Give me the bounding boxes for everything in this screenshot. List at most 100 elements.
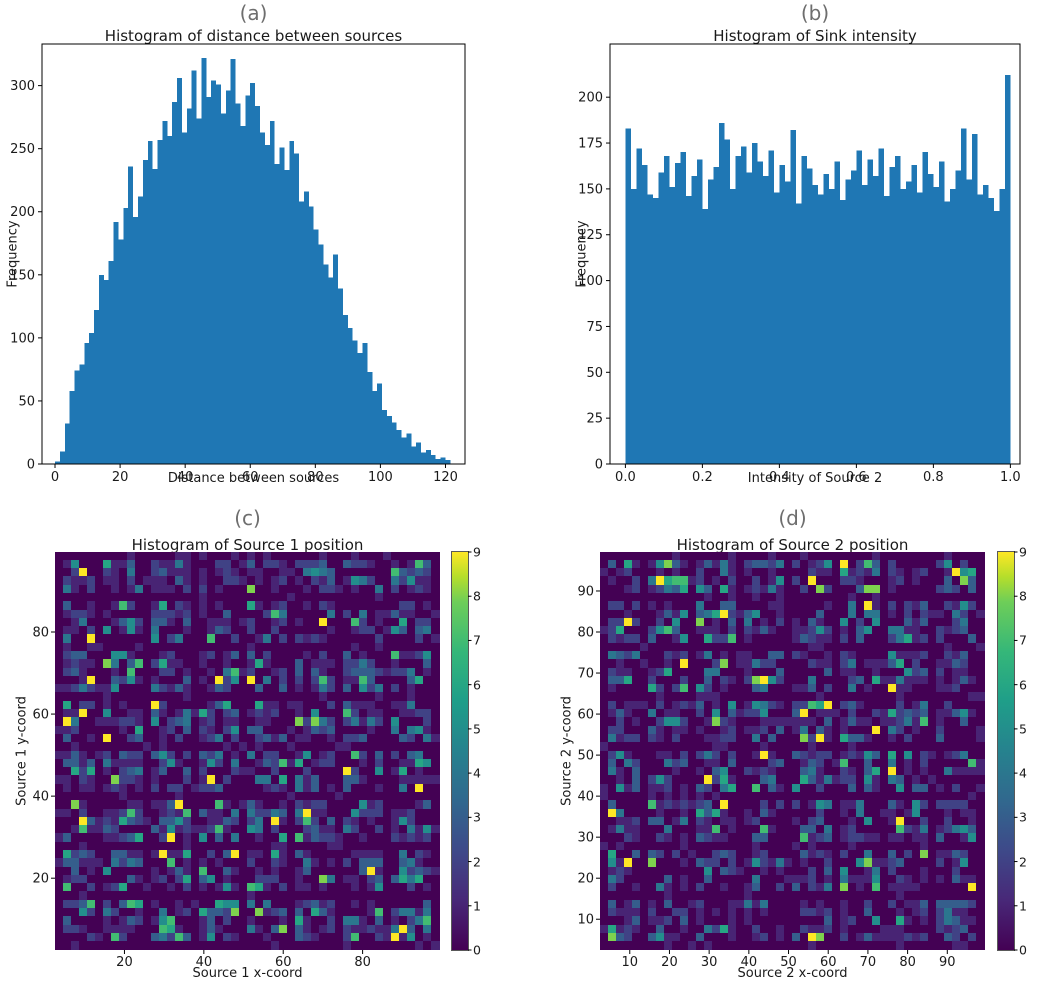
histogram-bar <box>196 118 202 464</box>
histogram-bar <box>845 179 851 464</box>
plot-frame <box>41 43 466 465</box>
histogram-bar <box>691 176 697 464</box>
histogram-bar <box>779 165 785 464</box>
colorbar-tick-label: 4 <box>473 765 481 781</box>
histogram-bar <box>839 199 846 464</box>
panel-label-d: (d) <box>778 506 807 530</box>
y-axis-label-b: Frequency <box>574 220 590 288</box>
histogram-bar <box>401 437 407 464</box>
y-tick-label: 100 <box>10 331 35 346</box>
histogram-bar <box>828 188 835 465</box>
histogram-bar <box>113 221 119 464</box>
histogram-bar <box>702 209 708 464</box>
histogram-bar <box>911 165 917 464</box>
histogram-bar <box>999 188 1005 465</box>
histogram-bar <box>817 194 824 465</box>
histogram-bar <box>790 130 796 464</box>
y-axis-label-c: Source 1 y-coord <box>14 696 30 806</box>
histogram-bar <box>977 194 983 465</box>
histogram-bar <box>89 332 95 464</box>
histogram-bar <box>264 144 270 465</box>
colorbar-tick-label: 5 <box>1019 721 1027 737</box>
histogram-bar <box>938 161 945 464</box>
colorbar-tick-label: 8 <box>1019 588 1027 604</box>
y-tick-label: 60 <box>577 708 594 723</box>
histogram-bar <box>971 133 978 464</box>
y-tick-label: 175 <box>578 137 603 152</box>
y-axis-label-a: Frequency <box>5 220 21 288</box>
histogram-bar <box>718 122 725 465</box>
histogram-bar <box>435 458 441 464</box>
histogram-bar <box>773 192 780 464</box>
y-tick-label: 200 <box>10 205 35 220</box>
y-tick-label: 20 <box>577 872 594 887</box>
histogram-bar <box>966 179 972 464</box>
histogram-bar <box>162 120 168 464</box>
histogram-bar <box>201 57 207 465</box>
histogram-bar <box>240 125 246 464</box>
histogram-bar <box>729 188 736 465</box>
histogram-bar <box>856 150 862 464</box>
histogram-bar <box>735 155 741 464</box>
histogram-bar <box>347 327 353 464</box>
histogram-bar <box>933 187 939 464</box>
histogram-bar <box>696 159 703 465</box>
histogram-bar <box>674 163 681 464</box>
histogram-bar <box>230 59 236 465</box>
y-tick-label: 70 <box>577 667 594 682</box>
colorbar-tick-label: 9 <box>473 544 481 560</box>
histogram-bar <box>685 196 692 464</box>
histogram-bar <box>625 128 631 464</box>
histogram-bar <box>713 166 719 465</box>
histogram-bar <box>186 108 192 464</box>
histogram-bar <box>406 433 412 464</box>
histogram-bar <box>1004 75 1011 464</box>
colorbar-tick-label: 0 <box>473 942 481 958</box>
histogram-bar <box>123 207 129 464</box>
histogram-bar <box>303 191 309 464</box>
histogram-bar <box>206 96 212 465</box>
histogram-bar <box>658 172 664 464</box>
y-tick-label: 20 <box>32 872 49 887</box>
histogram-bar <box>284 170 290 464</box>
histogram-bar <box>746 172 752 464</box>
y-tick-label: 60 <box>32 708 49 723</box>
histogram-bar <box>894 155 901 464</box>
histogram-bar <box>988 198 994 464</box>
histogram-bar <box>79 364 85 464</box>
histogram-bar <box>313 229 319 464</box>
histogram-bar <box>142 160 148 464</box>
y-tick-label: 0 <box>27 458 35 473</box>
histogram-bar <box>724 139 730 464</box>
histogram-bar <box>133 216 138 464</box>
histogram-bar <box>430 455 436 464</box>
histogram-bar <box>211 80 217 465</box>
histogram-bar <box>652 198 659 464</box>
y-tick-label: 75 <box>586 320 603 335</box>
histogram-bar <box>823 174 829 465</box>
y-axis-label-d: Source 2 y-coord <box>559 696 575 806</box>
colorbar-tick-label: 3 <box>473 809 481 825</box>
colorbar-tick-label: 6 <box>1019 677 1027 693</box>
histogram-bar <box>269 120 275 464</box>
x-axis-label-a: Distance between sources <box>167 471 340 486</box>
histogram-bar <box>872 176 879 464</box>
histogram-bar <box>250 83 256 465</box>
y-tick-label: 10 <box>577 913 594 928</box>
histogram-bar <box>328 277 334 464</box>
histogram-bar <box>889 166 895 465</box>
histogram-bar <box>220 113 226 464</box>
histogram-bar <box>167 136 173 464</box>
histogram-bar <box>64 423 70 464</box>
y-tick-label: 80 <box>577 626 594 641</box>
histogram-bar <box>55 461 60 464</box>
histogram-bar <box>299 201 304 464</box>
histogram-bar <box>949 188 956 465</box>
histogram-bar <box>647 194 653 465</box>
y-tick-label: 25 <box>586 412 603 427</box>
histogram-bar <box>260 132 265 465</box>
histogram-bar <box>982 185 989 464</box>
histogram-bar <box>147 141 153 464</box>
histogram-bar <box>308 206 314 464</box>
